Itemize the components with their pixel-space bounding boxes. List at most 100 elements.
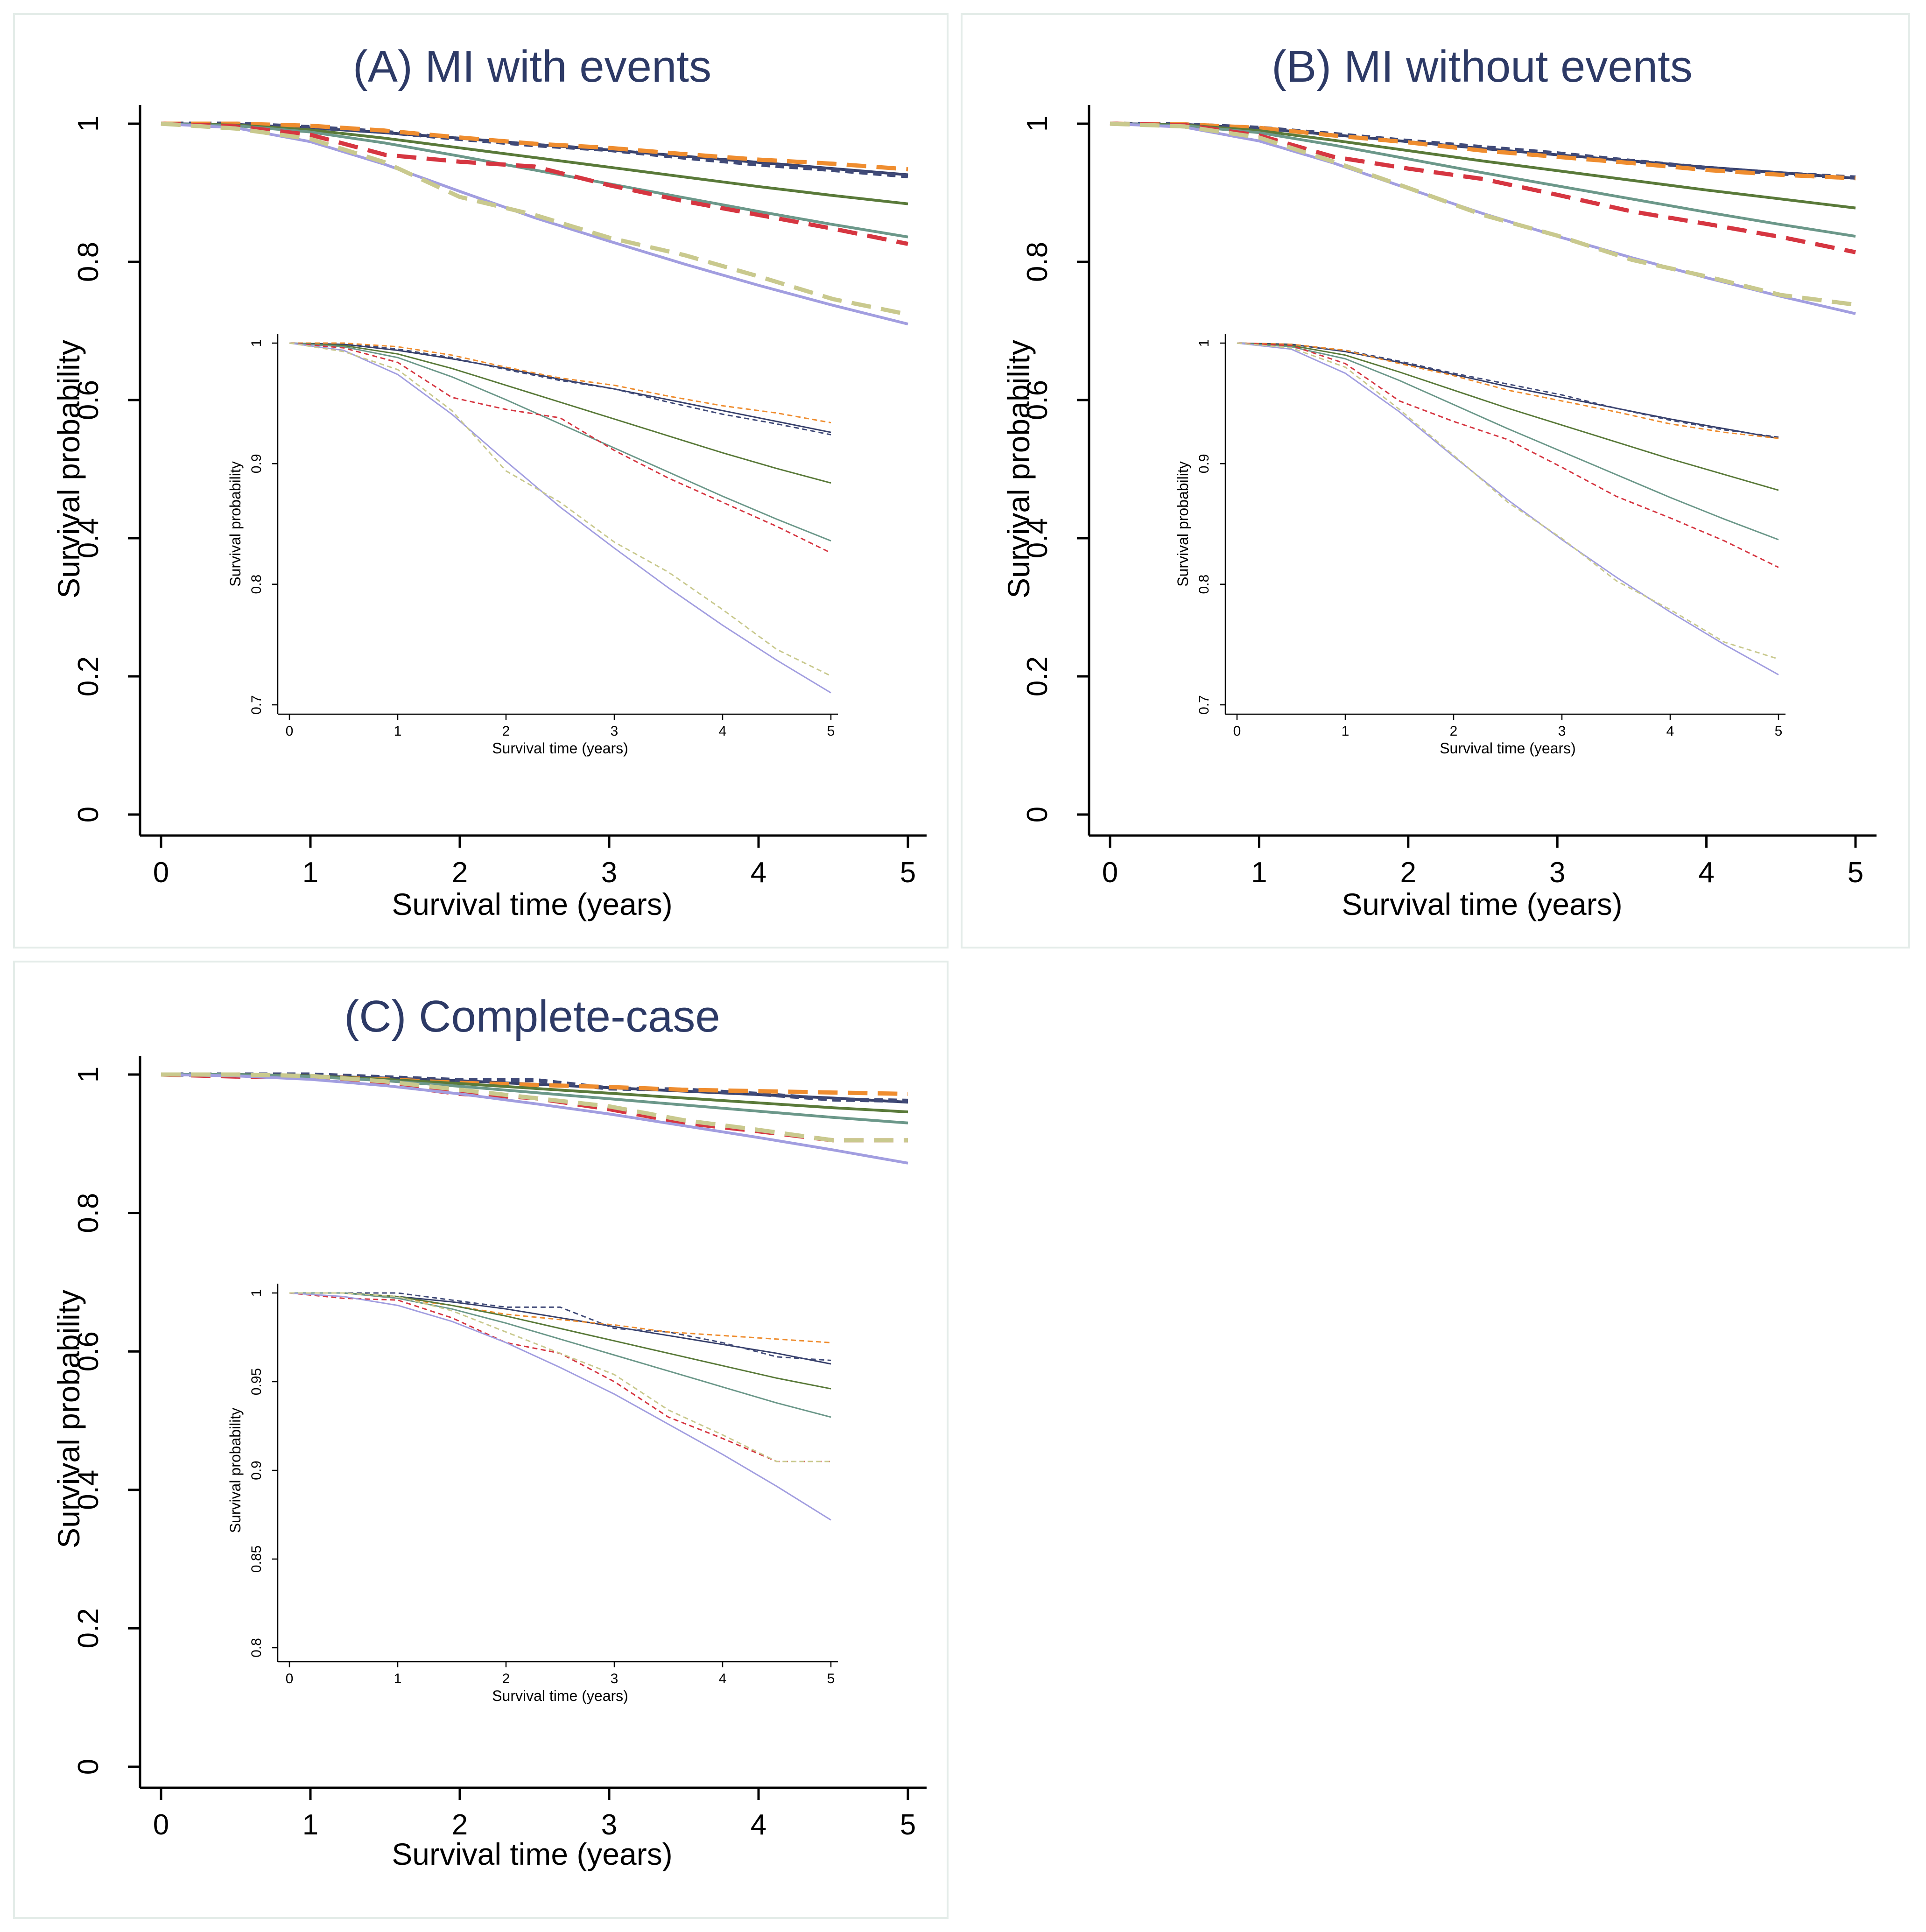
y-axis-title: Survival probability	[51, 1290, 86, 1548]
inset-x-tick-label: 2	[502, 724, 510, 739]
x-tick-label: 5	[1848, 857, 1863, 889]
inset-x-tick-label: 3	[611, 724, 619, 739]
inset-series-line-model-darkgreen	[1237, 342, 1779, 491]
inset-x-tick-label: 1	[394, 724, 402, 739]
inset-y-tick-label: 0.85	[249, 1546, 264, 1573]
inset-series-line-km-khaki	[289, 1292, 831, 1462]
x-axis-title: Survival time (years)	[392, 1837, 672, 1871]
x-axis-title: Survival time (years)	[1342, 887, 1622, 921]
y-tick-label: 0.2	[72, 656, 105, 696]
y-tick-label: 0.4	[72, 1470, 105, 1510]
inset-series-line-model-lavender	[289, 1292, 831, 1521]
inset-x-tick-label: 0	[286, 724, 294, 739]
x-tick-label: 5	[900, 857, 916, 889]
panel-frame	[13, 13, 949, 948]
inset-chart: 0 1 2 3 4 5 0.7 0.8 0.9 1 Survival time (years) Sur…	[227, 334, 838, 757]
inset-y-tick-label: 0.9	[249, 454, 264, 473]
y-axis-title: Survival probability	[1001, 340, 1036, 598]
y-tick-label: 0.8	[72, 242, 105, 282]
series-line-model-darkgreen	[1110, 122, 1856, 210]
panel-c: (C) Complete-case 0 1 2 3 4 5 0 0.2 0.4 0.6 0.8 1 Sur…	[13, 961, 949, 1919]
inset-series-line-km-khaki	[1237, 342, 1779, 660]
y-tick-label: 0	[72, 807, 105, 822]
x-tick-label: 3	[1549, 857, 1565, 889]
inset-x-tick-label: 5	[827, 724, 835, 739]
inset-series-line-model-teal	[289, 1292, 831, 1418]
y-tick-label: 0.8	[1021, 242, 1054, 282]
inset-x-tick-label: 2	[502, 1671, 510, 1686]
inset-series-line-model-navy	[1237, 342, 1779, 439]
inset-x-axis-title: Survival time (years)	[492, 1687, 628, 1704]
inset-series-line-km-orange	[289, 1292, 831, 1343]
inset-series-line-km-red	[289, 342, 831, 554]
inset-series-line-model-teal	[1237, 342, 1779, 541]
inset-series-line-km-khaki	[289, 342, 831, 677]
inset-y-tick-label: 0.95	[249, 1368, 264, 1395]
inset-y-axis-title: Survival probability	[1174, 461, 1191, 587]
inset-y-tick-label: 1	[1196, 339, 1212, 347]
y-tick-label: 0	[72, 1759, 105, 1775]
panel-title: (B) MI without events	[1272, 42, 1693, 91]
inset-series-line-model-darkgreen	[289, 342, 831, 484]
x-tick-label: 1	[302, 857, 318, 889]
inset-x-tick-label: 5	[1775, 724, 1783, 739]
panel-a: (A) MI with events 0 1 2 3 4 5 0 0.2 0.4 0.6 0.8 1 Su…	[13, 13, 949, 948]
inset-x-tick-label: 4	[719, 1671, 727, 1686]
x-tick-label: 1	[302, 1809, 318, 1841]
x-tick-label: 2	[1400, 857, 1416, 889]
x-tick-label: 4	[751, 1809, 766, 1841]
inset-y-tick-label: 0.7	[1196, 695, 1212, 715]
x-tick-label: 0	[153, 1809, 169, 1841]
series-line-model-darkgreen	[161, 122, 908, 205]
x-tick-label: 0	[153, 857, 169, 889]
y-tick-label: 0	[1021, 807, 1054, 822]
inset-x-tick-label: 5	[827, 1671, 835, 1686]
series-line-km-red	[161, 121, 908, 246]
inset-y-tick-label: 0.7	[249, 695, 264, 715]
inset-x-axis-title: Survival time (years)	[1440, 740, 1576, 757]
x-tick-label: 1	[1251, 857, 1267, 889]
x-axis-title: Survival time (years)	[392, 887, 672, 921]
inset-series-line-km-red	[1237, 342, 1779, 568]
series-line-km-navy	[161, 1072, 908, 1103]
y-tick-label: 1	[72, 1067, 105, 1082]
inset-y-tick-label: 1	[249, 1289, 264, 1297]
inset-x-tick-label: 0	[286, 1671, 294, 1686]
series-line-km-khaki	[161, 121, 908, 316]
y-tick-label: 0.4	[72, 518, 105, 558]
series-line-km-orange	[1110, 121, 1856, 181]
inset-y-tick-label: 0.8	[249, 575, 264, 594]
inset-series-line-model-navy	[289, 342, 831, 433]
inset-series-line-km-navy	[289, 342, 831, 436]
inset-y-tick-label: 1	[249, 339, 264, 347]
inset-series-line-model-lavender	[1237, 342, 1779, 675]
series-line-km-khaki	[161, 1072, 908, 1143]
series-line-km-navy	[1110, 121, 1856, 180]
x-tick-label: 3	[601, 1809, 617, 1841]
x-tick-label: 0	[1102, 857, 1118, 889]
x-tick-label: 2	[452, 1809, 468, 1841]
inset-x-tick-label: 3	[611, 1671, 619, 1686]
panel-title: (C) Complete-case	[344, 991, 720, 1041]
inset-x-tick-label: 1	[394, 1671, 402, 1686]
x-tick-label: 5	[900, 1809, 916, 1841]
inset-series-line-km-navy	[289, 1292, 831, 1361]
inset-x-tick-label: 3	[1558, 724, 1566, 739]
inset-x-tick-label: 0	[1233, 724, 1241, 739]
y-tick-label: 1	[72, 116, 105, 132]
inset-series-line-model-teal	[289, 342, 831, 542]
y-tick-label: 0.4	[1021, 518, 1054, 558]
series-line-km-orange	[161, 121, 908, 172]
panel-frame	[13, 961, 949, 1919]
inset-series-line-model-darkgreen	[289, 1292, 831, 1390]
inset-series-line-model-lavender	[289, 342, 831, 694]
x-tick-label: 2	[452, 857, 468, 889]
inset-y-tick-label: 0.9	[1196, 454, 1212, 473]
panel-title: (A) MI with events	[353, 42, 711, 91]
inset-y-axis-title: Survival probability	[227, 1408, 244, 1533]
x-tick-label: 3	[601, 857, 617, 889]
series-line-km-khaki	[1110, 121, 1856, 307]
inset-y-axis-title: Survival probability	[227, 461, 244, 587]
y-tick-label: 0.8	[72, 1193, 105, 1233]
